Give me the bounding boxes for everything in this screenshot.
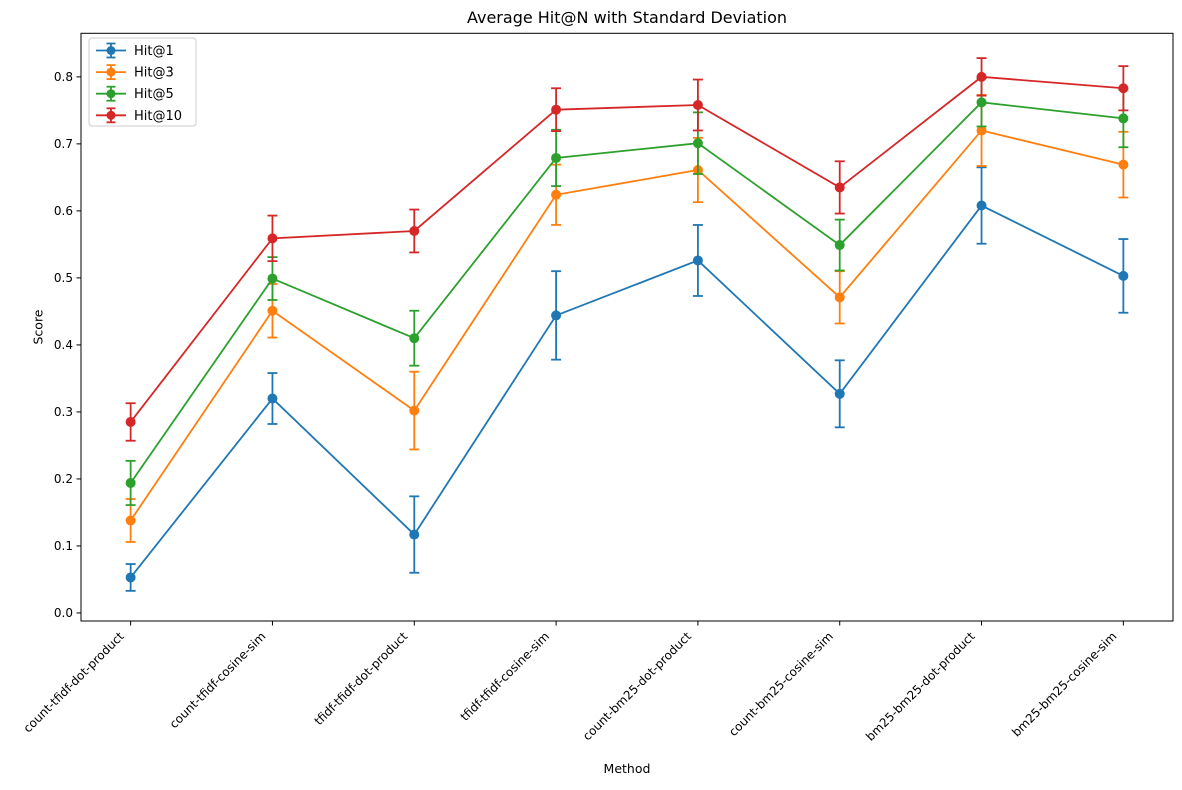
data-point: [692, 100, 703, 111]
data-point: [125, 572, 136, 583]
y-tick-label: 0.7: [54, 137, 73, 151]
data-point: [976, 71, 987, 82]
series-line: [129, 129, 1124, 521]
legend-marker: [106, 67, 116, 77]
y-tick-label: 0.5: [54, 271, 73, 285]
legend-label: Hit@3: [134, 66, 174, 81]
series-line: [129, 75, 1124, 423]
legend-label: Hit@1: [134, 44, 174, 59]
data-point: [976, 97, 987, 108]
data-point: [551, 152, 562, 163]
data-point: [551, 189, 562, 200]
data-point: [267, 393, 278, 404]
x-axis-label: Method: [603, 761, 651, 776]
data-point: [409, 333, 420, 344]
data-point: [409, 405, 420, 416]
legend: Hit@1 Hit@3 Hit@5 Hit@10: [88, 37, 197, 127]
y-tick-label: 0.3: [54, 405, 73, 419]
legend-marker: [106, 46, 116, 55]
data-point: [409, 529, 420, 540]
series-Hit@1: [125, 166, 1129, 592]
data-point: [267, 305, 278, 316]
x-tick-label: bm25-bm25-cosine-sim: [1009, 629, 1119, 739]
legend-box: [88, 37, 197, 127]
data-point: [1118, 159, 1129, 170]
series-Hit@10: [125, 57, 1129, 442]
data-point: [1118, 83, 1129, 94]
series-Hit@5: [125, 77, 1129, 506]
data-point: [267, 273, 278, 284]
data-point: [976, 200, 987, 211]
legend-item-Hit@10: Hit@10: [96, 107, 182, 124]
x-tick-label: count-bm25-cosine-sim: [726, 629, 836, 739]
y-tick-label: 0.8: [54, 70, 73, 84]
data-point: [976, 125, 987, 136]
legend-marker: [106, 89, 116, 99]
x-tick-label: count-bm25-dot-product: [580, 629, 694, 743]
data-point: [125, 416, 136, 427]
data-point: [551, 104, 562, 115]
series-line: [129, 101, 1124, 484]
y-tick-label: 0.2: [54, 472, 73, 486]
data-point: [125, 515, 136, 526]
data-point: [409, 225, 420, 236]
data-point: [1118, 270, 1129, 281]
x-axis: count-tfidf-dot-product count-tfidf-cosin…: [21, 621, 1124, 744]
legend-marker: [106, 110, 116, 120]
legend-item-Hit@5: Hit@5: [96, 85, 174, 102]
series-line: [129, 204, 1124, 579]
y-tick-label: 0.6: [54, 204, 73, 218]
data-point: [834, 292, 845, 303]
data-point: [834, 240, 845, 251]
data-point: [834, 388, 845, 399]
x-tick-label: count-tfidf-cosine-sim: [167, 629, 269, 731]
data-point: [692, 255, 703, 266]
series-Hit@3: [125, 94, 1129, 543]
data-point: [834, 182, 845, 193]
x-tick-label: tfidf-tfidf-cosine-sim: [458, 629, 553, 724]
y-tick-label: 0.0: [54, 606, 73, 620]
data-point: [125, 477, 136, 488]
y-tick-label: 0.4: [54, 338, 73, 352]
plot-frame: [80, 32, 1174, 622]
data-point: [692, 138, 703, 149]
x-tick-label: bm25-bm25-dot-product: [863, 629, 978, 744]
data-point: [551, 310, 562, 321]
data-point: [267, 233, 278, 244]
data-point: [1118, 113, 1129, 124]
legend-label: Hit@5: [134, 87, 174, 102]
legend-label: Hit@10: [134, 109, 182, 124]
legend-item-Hit@3: Hit@3: [96, 64, 174, 81]
y-axis: 0.0 0.1 0.2 0.3 0.4 0.5 0.6 0.7 0.8: [54, 70, 81, 620]
x-tick-label: tfidf-tfidf-dot-product: [312, 629, 411, 728]
y-tick-label: 0.1: [54, 539, 73, 553]
legend-item-Hit@1: Hit@1: [96, 42, 174, 59]
x-tick-label: count-tfidf-dot-product: [21, 629, 127, 735]
chart-title: Average Hit@N with Standard Deviation: [466, 8, 788, 27]
